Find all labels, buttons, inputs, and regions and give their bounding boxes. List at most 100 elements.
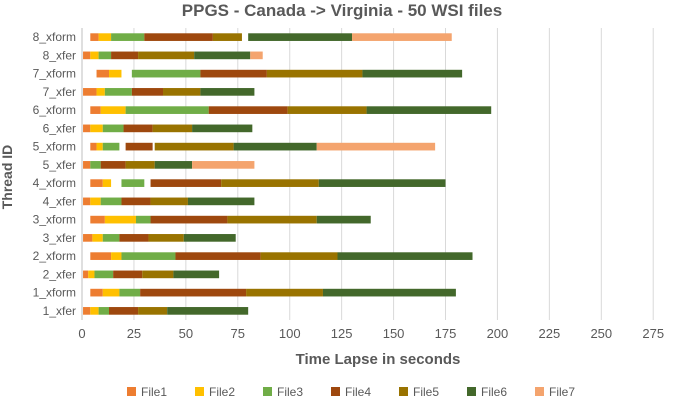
bar-segment-5_xform-File1: [90, 142, 97, 151]
bar-segment-2_xfer-File6: [173, 270, 220, 279]
x-tick-label: 225: [539, 326, 561, 341]
bar-segment-7_xform-File5: [266, 69, 363, 78]
bar-segment-6_xform-File4: [208, 106, 288, 114]
y-category-label: 8_xform: [33, 30, 76, 44]
bar-segment-5_xfer-File1: [83, 161, 91, 169]
bar-segment-4_xform-File1: [90, 179, 103, 187]
bar-segment-6_xform-File2: [100, 106, 126, 114]
bar-segment-3_xfer-File1: [83, 234, 93, 242]
y-category-label: 1_xform: [33, 286, 76, 300]
legend-label: File7: [549, 385, 575, 399]
x-axis-title: Time Lapse in seconds: [296, 351, 461, 368]
bar-segment-4_xform-File5: [221, 179, 319, 187]
legend-label: File2: [209, 385, 235, 399]
bar-segment-5_xform-File7: [316, 142, 436, 151]
y-category-label: 7_xform: [33, 67, 76, 81]
bar-segment-7_xfer-File5: [163, 88, 201, 96]
bar-segment-8_xfer-File5: [138, 51, 195, 60]
bar-segment-7_xfer-File1: [83, 88, 97, 96]
y-axis-title: Thread ID: [0, 145, 15, 210]
legend-label: File1: [141, 385, 167, 399]
y-category-label: 6_xfer: [43, 121, 76, 135]
x-tick-label: 50: [179, 326, 193, 341]
bar-segment-2_xform-File1: [90, 252, 112, 260]
bar-segment-2_xfer-File3: [94, 270, 114, 279]
x-axis-ticks: 0 25 50 75 100 125 150 175 200 225 250 275: [78, 326, 664, 341]
bar-segment-8_xfer-File2: [90, 51, 99, 60]
bar-segment-8_xform-File5: [212, 33, 242, 41]
bar-segment-5_xform-File2: [96, 142, 103, 151]
legend-swatch-File4: [331, 387, 340, 396]
bar-segment-2_xform-File6: [337, 252, 473, 260]
bar-segment-8_xform-File1: [90, 33, 99, 41]
bar-segment-8_xform-File3: [111, 33, 145, 41]
bar-segment-2_xfer-File4: [113, 270, 143, 279]
bar-segment-1_xfer-File5: [138, 307, 168, 315]
bar-segment-5_xfer-File5: [125, 161, 155, 169]
legend-label: File5: [413, 385, 439, 399]
bar-segment-1_xform-File6: [322, 288, 456, 297]
legend-label: File6: [481, 385, 507, 399]
y-category-label: 7_xfer: [43, 85, 76, 99]
bar-segment-3_xfer-File4: [119, 234, 149, 242]
bar-segment-3_xfer-File3: [102, 234, 120, 242]
bar-segment-6_xfer-File4: [123, 124, 153, 133]
y-category-label: 4_xform: [33, 176, 76, 190]
bar-segment-7_xform-File6: [362, 69, 463, 78]
bar-segment-7_xfer-File2: [96, 88, 105, 96]
y-category-label: 5_xfer: [43, 158, 76, 172]
bar-segment-3_xform-File6: [316, 215, 371, 224]
bar-segment-7_xfer-File6: [200, 88, 255, 96]
bar-segment-6_xfer-File2: [90, 124, 103, 133]
bar-segment-7_xform-File3: [131, 69, 201, 78]
bar-segment-4_xfer-File3: [100, 197, 122, 206]
y-category-label: 3_xform: [33, 213, 76, 227]
bar-segment-5_xform-File6: [233, 142, 317, 151]
bar-segment-4_xform-File3: [121, 179, 145, 187]
legend-swatch-File3: [263, 387, 272, 396]
bar-segment-4_xfer-File6: [187, 197, 255, 206]
bar-segment-5_xfer-File3: [90, 161, 101, 169]
bar-segment-3_xform-File2: [104, 215, 137, 224]
bar-segment-5_xform-File4: [125, 142, 153, 151]
bar-segment-1_xform-File4: [140, 288, 247, 297]
y-category-label: 4_xfer: [43, 194, 76, 208]
bar-segment-2_xfer-File1: [83, 270, 89, 279]
y-category-label: 8_xfer: [43, 48, 76, 62]
bar-segment-8_xfer-File6: [194, 51, 251, 60]
bar-segment-7_xform-File4: [200, 69, 267, 78]
y-category-label: 2_xfer: [43, 267, 76, 281]
bar-segment-6_xform-File1: [90, 106, 101, 114]
bar-segment-5_xform-File5: [154, 142, 234, 151]
bar-segment-7_xfer-File4: [131, 88, 164, 96]
bar-segment-4_xform-File2: [102, 179, 112, 187]
x-tick-label: 150: [383, 326, 405, 341]
bar-segment-8_xfer-File3: [98, 51, 112, 60]
bar-segment-1_xfer-File4: [109, 307, 139, 315]
chart-title: PPGS - Canada -> Virginia - 50 WSI files: [182, 1, 502, 20]
bar-segment-4_xfer-File2: [90, 197, 101, 206]
x-tick-label: 100: [279, 326, 301, 341]
x-tick-label: 275: [642, 326, 664, 341]
bar-segment-5_xfer-File7: [192, 161, 255, 169]
bar-segment-4_xfer-File4: [121, 197, 151, 206]
bar-segment-1_xfer-File2: [90, 307, 99, 315]
bar-segment-1_xform-File2: [102, 288, 120, 297]
bar-segment-7_xfer-File3: [104, 88, 132, 96]
bar-segment-3_xfer-File2: [92, 234, 103, 242]
bar-segment-3_xform-File5: [227, 215, 317, 224]
bar-segment-2_xform-File5: [260, 252, 338, 260]
bar-segment-1_xfer-File1: [83, 307, 91, 315]
y-category-label: 3_xfer: [43, 231, 76, 245]
bar-segment-7_xform-File1: [96, 69, 110, 78]
bar-segment-8_xfer-File1: [83, 51, 91, 60]
x-tick-label: 125: [331, 326, 353, 341]
bar-segment-4_xform-File6: [318, 179, 446, 187]
bar-segment-8_xfer-File7: [250, 51, 263, 60]
y-axis-categories: 1_xfer 1_xform 2_xfer 2_xform 3_xfer 3_xform 4…: [33, 30, 76, 318]
x-tick-label: 200: [487, 326, 509, 341]
bar-segment-1_xfer-File6: [167, 307, 249, 315]
legend: File1 File2 File3 File4 File5 File6 File7: [127, 385, 575, 399]
bar-segment-1_xform-File5: [246, 288, 323, 297]
